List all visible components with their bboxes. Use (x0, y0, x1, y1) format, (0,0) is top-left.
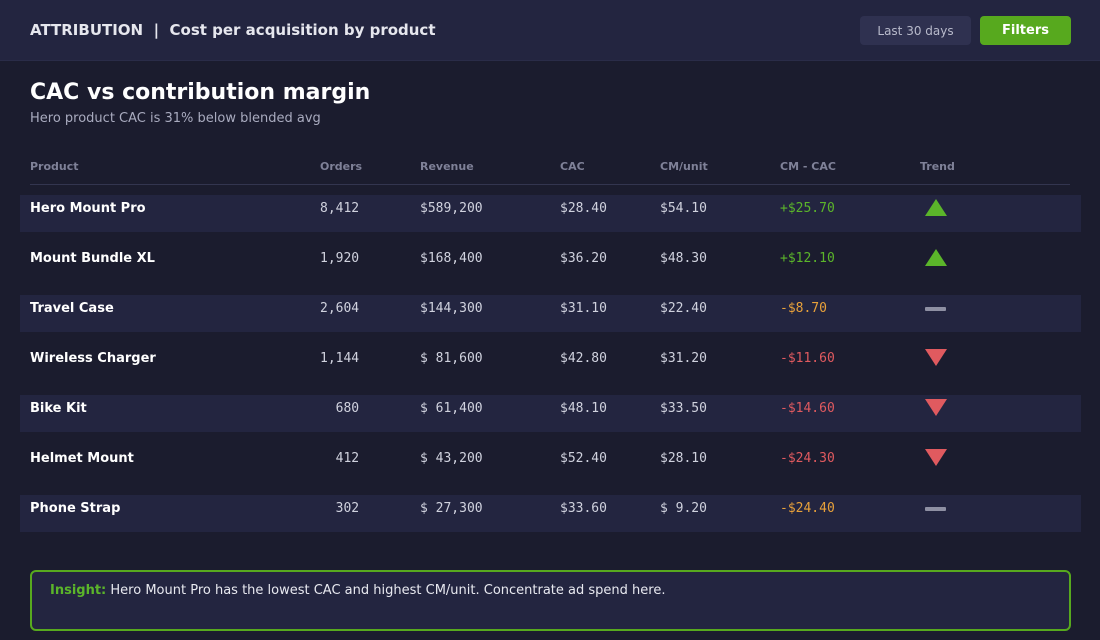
revenue-value: $ 43,200 (420, 451, 483, 466)
column-header-product[interactable]: Product (30, 160, 79, 173)
flat-icon (925, 499, 947, 517)
up-icon (925, 249, 947, 267)
orders-value: 412 (320, 451, 360, 466)
down-icon (925, 449, 947, 467)
cm-minus-cac-value: +$25.70 (780, 201, 835, 216)
top-bar: ATTRIBUTION | Cost per acquisition by pr… (0, 0, 1100, 61)
insight-panel: Insight: Hero Mount Pro has the lowest C… (30, 570, 1071, 631)
table-row[interactable]: Phone Strap 302 $ 27,300 $33.60 $ 9.20 -$24.… (20, 495, 1081, 532)
column-header-cm-unit[interactable]: CM/unit (660, 160, 708, 173)
cac-value: $36.20 (560, 251, 607, 266)
orders-value: 302 (320, 501, 360, 516)
table-row[interactable]: Hero Mount Pro 8,412 $589,200 $28.40 $54.10 +… (20, 195, 1081, 232)
section-label: ATTRIBUTION (30, 21, 144, 39)
product-name: Phone Strap (30, 501, 121, 516)
cac-value: $33.60 (560, 501, 607, 516)
table-row[interactable]: Helmet Mount 412 $ 43,200 $52.40 $28.10 -$24… (20, 445, 1081, 482)
orders-value: 1,920 (320, 251, 360, 266)
insight-text: Hero Mount Pro has the lowest CAC and hi… (110, 583, 666, 598)
revenue-value: $ 61,400 (420, 401, 483, 416)
title-separator: | (153, 21, 160, 39)
table-row[interactable]: Bike Kit 680 $ 61,400 $48.10 $33.50 -$14.60 (20, 395, 1081, 432)
orders-value: 8,412 (320, 201, 360, 216)
product-name: Mount Bundle XL (30, 251, 155, 266)
cac-value: $28.40 (560, 201, 607, 216)
product-name: Helmet Mount (30, 451, 134, 466)
report-title: Cost per acquisition by product (169, 21, 436, 39)
cm-minus-cac-value: +$12.10 (780, 251, 835, 266)
cm-unit-value: $33.50 (660, 401, 707, 416)
cm-unit-value: $48.30 (660, 251, 707, 266)
insight-label: Insight: (50, 583, 107, 598)
flat-icon (925, 299, 947, 317)
filters-button[interactable]: Filters (980, 16, 1071, 45)
revenue-value: $ 27,300 (420, 501, 483, 516)
page-title: CAC vs contribution margin (30, 80, 371, 105)
cac-value: $31.10 (560, 301, 607, 316)
cm-unit-value: $28.10 (660, 451, 707, 466)
column-header-cm-cac[interactable]: CM - CAC (780, 160, 836, 173)
cac-value: $42.80 (560, 351, 607, 366)
orders-value: 680 (320, 401, 360, 416)
header-title: ATTRIBUTION | Cost per acquisition by pr… (30, 21, 436, 39)
column-header-trend: Trend (920, 160, 955, 173)
product-name: Hero Mount Pro (30, 201, 146, 216)
table-row[interactable]: Wireless Charger 1,144 $ 81,600 $42.80 $31.2… (20, 345, 1081, 382)
cm-minus-cac-value: -$24.40 (780, 501, 835, 516)
cm-unit-value: $31.20 (660, 351, 707, 366)
cac-value: $52.40 (560, 451, 607, 466)
column-header-orders[interactable]: Orders (320, 160, 363, 173)
column-header-revenue[interactable]: Revenue (420, 160, 474, 173)
insight-text-block: Insight: Hero Mount Pro has the lowest C… (50, 583, 665, 598)
cm-unit-value: $22.40 (660, 301, 707, 316)
orders-value: 1,144 (320, 351, 360, 366)
up-icon (925, 199, 947, 217)
cm-minus-cac-value: -$11.60 (780, 351, 835, 366)
cm-minus-cac-value: -$8.70 (780, 301, 827, 316)
table-row[interactable]: Mount Bundle XL 1,920 $168,400 $36.20 $48.30… (20, 245, 1081, 282)
cac-value: $48.10 (560, 401, 607, 416)
cm-minus-cac-value: -$24.30 (780, 451, 835, 466)
product-name: Travel Case (30, 301, 114, 316)
product-name: Bike Kit (30, 401, 87, 416)
product-name: Wireless Charger (30, 351, 156, 366)
cm-unit-value: $54.10 (660, 201, 707, 216)
down-icon (925, 349, 947, 367)
column-header-cac[interactable]: CAC (560, 160, 585, 173)
date-range-button[interactable]: Last 30 days (860, 16, 971, 45)
cm-minus-cac-value: -$14.60 (780, 401, 835, 416)
table-row[interactable]: Travel Case 2,604 $144,300 $31.10 $22.40 -$8.… (20, 295, 1081, 332)
revenue-value: $589,200 (420, 201, 483, 216)
page-subtitle: Hero product CAC is 31% below blended av… (30, 111, 321, 126)
orders-value: 2,604 (320, 301, 360, 316)
down-icon (925, 399, 947, 417)
revenue-value: $144,300 (420, 301, 483, 316)
revenue-value: $168,400 (420, 251, 483, 266)
revenue-value: $ 81,600 (420, 351, 483, 366)
cm-unit-value: $ 9.20 (660, 501, 707, 516)
table-header: Product Orders Revenue CAC CM/unit CM - … (30, 150, 1070, 185)
